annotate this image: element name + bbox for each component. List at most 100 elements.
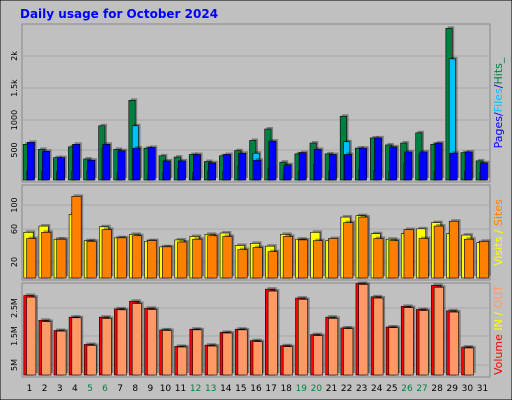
bar-sites-day-7 [116, 237, 127, 279]
x-tick-label-day-9: 9 [147, 384, 153, 394]
bar-in-out-day-9 [147, 309, 157, 376]
series-label-part: / [492, 226, 505, 237]
x-tick-label-day-2: 2 [42, 384, 48, 394]
bar-sites-day-25 [388, 240, 399, 279]
bar-in-out-day-29 [448, 311, 459, 376]
y-tick-label: 5M [10, 359, 19, 371]
bar-pages-day-2 [42, 151, 50, 181]
x-tick-label-day-21: 21 [326, 384, 337, 394]
series-label: Pages/Files/Hits_ [492, 57, 505, 148]
y-tick-label: 100 [10, 197, 19, 212]
bar-sites-day-12 [192, 238, 203, 279]
bar-sites-day-18 [282, 236, 293, 279]
x-tick-label-day-14: 14 [220, 384, 232, 394]
x-tick-label-day-13: 13 [205, 384, 216, 394]
bar-in-out-day-2 [41, 321, 52, 376]
bar-in-out-day-3 [56, 330, 67, 376]
bar-in-out-day-30 [464, 347, 474, 376]
bar-pages-day-7 [117, 150, 126, 181]
bar-pages-day-28 [434, 142, 443, 181]
bar-sites-day-8 [131, 235, 142, 279]
bar-pages-day-21 [328, 154, 337, 181]
bar-sites-day-4 [71, 196, 82, 279]
bar-in-out-day-23 [358, 284, 369, 376]
bar-sites-day-24 [373, 238, 384, 279]
bar-sites-day-22 [343, 222, 354, 279]
bar-sites-day-3 [56, 238, 67, 279]
bar-pages-day-31 [479, 162, 488, 181]
x-tick-label-day-1: 1 [27, 384, 33, 394]
bar-in-out-day-20 [313, 335, 324, 376]
x-tick-label-day-29: 29 [447, 384, 459, 394]
bar-in-out-day-10 [162, 330, 173, 376]
bar-sites-day-5 [86, 241, 97, 279]
bar-sites-day-17 [267, 251, 278, 279]
x-tick-label-day-11: 11 [175, 384, 186, 394]
bar-sites-day-16 [252, 247, 263, 279]
bar-in-out-day-22 [343, 328, 354, 376]
x-tick-label-day-7: 7 [117, 384, 123, 394]
bar-sites-day-14 [222, 236, 233, 279]
bar-pages-day-23 [359, 147, 367, 181]
series-label-part: Sites [492, 199, 505, 226]
bar-pages-day-19 [298, 152, 307, 181]
bar-pages-day-26 [404, 151, 413, 181]
bar-in-out-day-21 [328, 318, 339, 376]
y-tick-label: 1.5k [10, 79, 19, 97]
bar-in-out-day-12 [192, 329, 203, 376]
bar-sites-day-10 [162, 246, 173, 279]
bar-in-out-day-13 [207, 345, 218, 376]
bar-sites-day-26 [403, 229, 414, 279]
bar-pages-day-18 [283, 164, 292, 181]
x-tick-label-day-10: 10 [160, 384, 172, 394]
bar-sites-day-6 [101, 229, 112, 279]
bar-pages-day-15 [238, 152, 247, 181]
series-label-part: Volume [492, 334, 505, 375]
bar-pages-day-20 [313, 149, 322, 181]
bar-pages-day-1 [26, 142, 35, 181]
y-tick-label: 60 [10, 224, 19, 234]
x-tick-label-day-19: 19 [296, 384, 308, 394]
x-tick-label-day-22: 22 [341, 384, 352, 394]
bar-sites-day-2 [41, 232, 52, 279]
series-label-part: Hits [492, 63, 505, 85]
x-tick-label-day-4: 4 [72, 384, 78, 394]
bar-pages-day-22 [344, 154, 352, 181]
x-tick-label-day-31: 31 [477, 384, 488, 394]
bar-sites-day-28 [433, 225, 444, 279]
bar-pages-day-14 [223, 154, 232, 181]
bar-sites-day-1 [26, 238, 37, 279]
series-label-part: / [492, 84, 505, 88]
bar-in-out-day-27 [418, 310, 429, 376]
bar-pages-day-27 [419, 151, 428, 181]
y-tick-label: 20 [10, 257, 19, 267]
y-tick-label: 1000 [10, 110, 19, 130]
series-label-part: _ [492, 57, 505, 64]
series-label: Visits / Sites [492, 199, 505, 266]
series-label-part: Visits [492, 236, 505, 265]
bar-pages-day-9 [147, 147, 156, 181]
bar-pages-day-3 [57, 157, 66, 181]
bar-sites-day-20 [313, 240, 324, 279]
x-tick-label-day-26: 26 [401, 384, 413, 394]
bar-in-out-day-26 [403, 307, 414, 376]
series-label-part: IN [492, 319, 505, 330]
bar-sites-day-11 [177, 241, 188, 279]
bar-pages-day-13 [208, 162, 216, 181]
y-tick-label: 500 [10, 142, 19, 157]
bar-pages-day-11 [177, 160, 186, 181]
bar-in-out-day-18 [282, 346, 293, 376]
x-tick-label-day-17: 17 [265, 384, 276, 394]
panel-frame [21, 282, 491, 378]
bar-in-out-day-11 [177, 346, 188, 376]
bar-in-out-day-16 [252, 341, 263, 376]
bar-sites-day-21 [328, 238, 339, 279]
bar-sites-day-13 [207, 235, 218, 279]
bar-in-out-day-24 [373, 297, 384, 376]
bar-sites-day-23 [358, 216, 369, 279]
series-label-part: OUT [492, 285, 505, 309]
y-tick-label: 2.5M [10, 298, 19, 318]
bar-in-out-day-17 [267, 290, 278, 376]
bar-in-out-day-8 [131, 303, 142, 376]
bar-in-out-day-6 [101, 318, 112, 376]
